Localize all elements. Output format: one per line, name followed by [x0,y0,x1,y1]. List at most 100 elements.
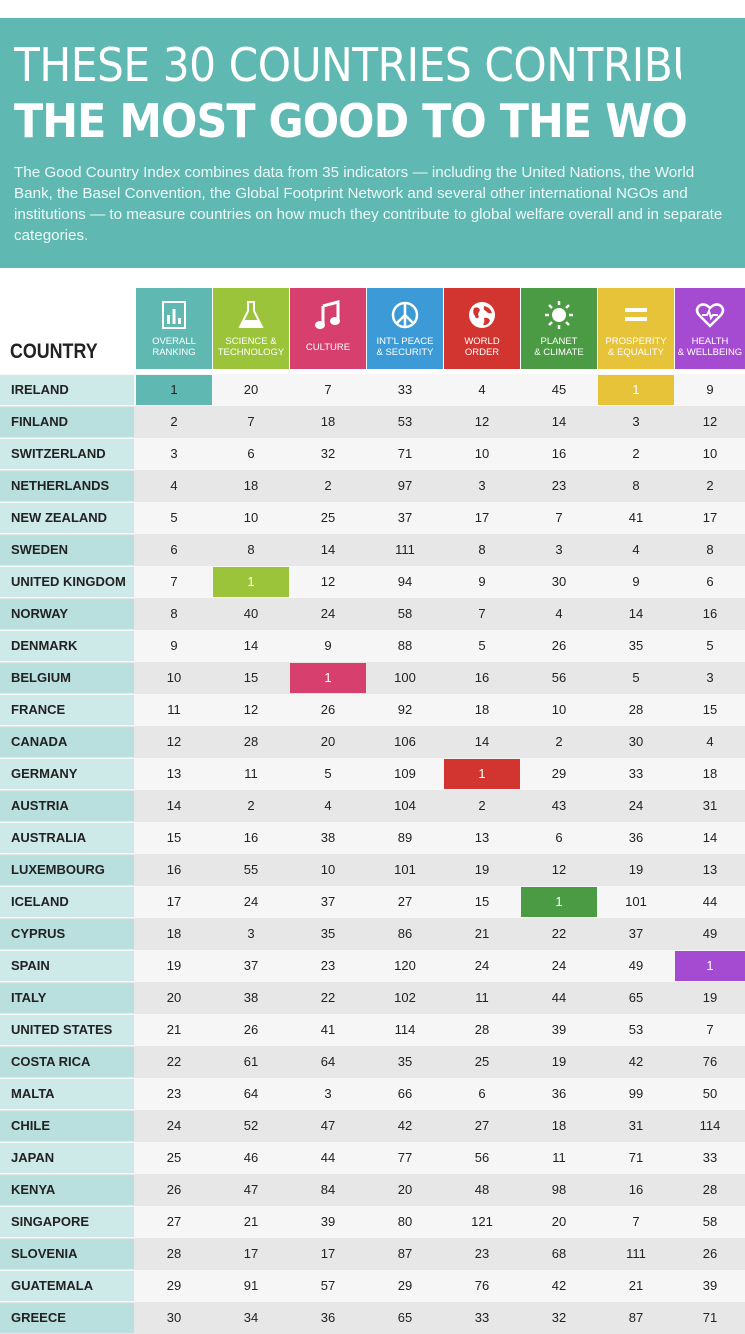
rank-cell-science: 15 [243,670,259,685]
column-label-line1: PROSPERITY [605,336,667,347]
header-banner: THESE 30 COUNTRIES CONTRIBUTE THE MOST G… [0,18,745,268]
column-label: CULTURE [290,342,366,353]
rank-cell-overall: 7 [170,574,178,589]
rank-cell-peace: 94 [397,574,413,589]
rank-cell-prosperity: 37 [628,926,644,941]
rank-cell-peace: 114 [394,1022,416,1037]
column-label: INT'L PEACE & SECURITY [367,336,443,358]
country-name: ITALY [0,983,134,1013]
rank-cell-planet: 19 [551,1054,567,1069]
rank-cell-planet: 43 [551,798,567,813]
rank-cell-planet: 44 [551,990,567,1005]
rank-cell-world: 24 [474,958,490,973]
rank-cell-planet: 56 [551,670,567,685]
table-row: FINLAND 2 7 18 53 12 14 3 12 [0,406,745,438]
rank-cell-peace: 111 [395,542,415,557]
rank-cell-culture: 32 [320,446,336,461]
rank-cell-culture: 12 [320,574,336,589]
rank-cell-planet: 3 [555,542,563,557]
rank-cell-health: 14 [702,830,718,845]
rank-cell-culture: 1 [290,663,366,693]
column-header-science: SCIENCE & TECHNOLOGY [213,288,289,369]
country-name: BELGIUM [0,663,134,693]
rank-cell-world: 21 [474,926,490,941]
rank-cell-world: 18 [474,702,490,717]
table-row: JAPAN 25 46 44 77 56 11 71 33 [0,1142,745,1174]
rank-cell-health: 6 [706,574,714,589]
column-label-line2: RANKING [152,347,196,358]
rank-cell-world: 11 [475,990,489,1005]
rank-cell-world: 7 [478,606,486,621]
table-header-row: COUNTRY OVERALL RANKING SCIENCE & TECHNOLOG… [0,288,745,374]
column-header-overall: OVERALL RANKING [136,288,212,369]
rank-cell-overall: 15 [166,830,182,845]
rank-cell-health: 31 [702,798,718,813]
rank-cell-world: 28 [474,1022,490,1037]
description: The Good Country Index combines data fro… [14,164,723,244]
country-name: NETHERLANDS [0,471,134,501]
column-header-culture: CULTURE [290,288,366,369]
column-header-peace: INT'L PEACE & SECURITY [367,288,443,369]
rank-cell-overall: 6 [170,542,178,557]
rank-cell-science: 17 [243,1246,259,1261]
peace-icon [367,300,443,330]
rank-cell-planet: 68 [551,1246,567,1261]
rank-cell-planet: 39 [551,1022,567,1037]
rank-cell-overall: 4 [170,478,178,493]
rank-cell-peace: 33 [397,382,413,397]
rank-cell-prosperity: 24 [628,798,644,813]
rank-cell-planet: 24 [551,958,567,973]
rank-cell-science: 12 [243,702,259,717]
rank-cell-prosperity: 71 [628,1150,644,1165]
rank-cell-overall: 12 [166,734,182,749]
rank-cell-culture: 41 [320,1022,336,1037]
rank-cell-science: 37 [243,958,259,973]
column-label-line1: INT'L PEACE [376,336,434,347]
rank-cell-planet: 1 [521,887,597,917]
column-label-line1: OVERALL [152,336,196,347]
rank-cell-health: 5 [706,638,714,653]
rank-cell-peace: 92 [397,702,413,717]
rank-cell-peace: 27 [397,894,413,909]
rank-cell-science: 11 [244,766,258,781]
rank-cell-health: 76 [702,1054,718,1069]
globe-icon [444,300,520,330]
rank-cell-peace: 37 [397,510,413,525]
column-header-prosperity: PROSPERITY & EQUALITY [598,288,674,369]
table-row: GUATEMALA 29 91 57 29 76 42 21 39 [0,1270,745,1302]
rank-cell-culture: 64 [320,1054,336,1069]
rank-cell-overall: 20 [166,990,182,1005]
rank-cell-science: 3 [247,926,255,941]
rank-cell-planet: 26 [551,638,567,653]
rank-cell-health: 8 [706,542,714,557]
rank-cell-prosperity: 5 [632,670,640,685]
table-row: SINGAPORE 27 21 39 80 121 20 7 58 [0,1206,745,1238]
rank-cell-prosperity: 35 [628,638,644,653]
rank-cell-planet: 2 [555,734,563,749]
rank-cell-world: 3 [478,478,486,493]
column-header-health: HEALTH & WELLBEING [675,288,745,369]
rank-cell-culture: 14 [320,542,336,557]
rank-cell-prosperity: 65 [628,990,644,1005]
rank-cell-culture: 35 [320,926,336,941]
rank-cell-culture: 47 [320,1118,336,1133]
rank-cell-overall: 29 [166,1278,182,1293]
rank-cell-world: 14 [474,734,490,749]
rank-cell-world: 10 [474,446,490,461]
rank-cell-world: 56 [474,1150,490,1165]
rank-cell-planet: 32 [551,1310,567,1325]
rank-cell-peace: 97 [397,478,413,493]
country-name: AUSTRALIA [0,823,134,853]
country-name: DENMARK [0,631,134,661]
bar-chart-icon [136,300,212,330]
rank-cell-science: 6 [247,446,255,461]
rank-cell-culture: 2 [324,478,332,493]
country-name: CANADA [0,727,134,757]
rank-cell-health: 4 [706,734,714,749]
country-name: MALTA [0,1079,134,1109]
rank-cell-overall: 23 [166,1086,182,1101]
rank-cell-culture: 36 [320,1310,336,1325]
rank-cell-planet: 20 [551,1214,567,1229]
rank-cell-planet: 10 [551,702,567,717]
country-name: LUXEMBOURG [0,855,134,885]
